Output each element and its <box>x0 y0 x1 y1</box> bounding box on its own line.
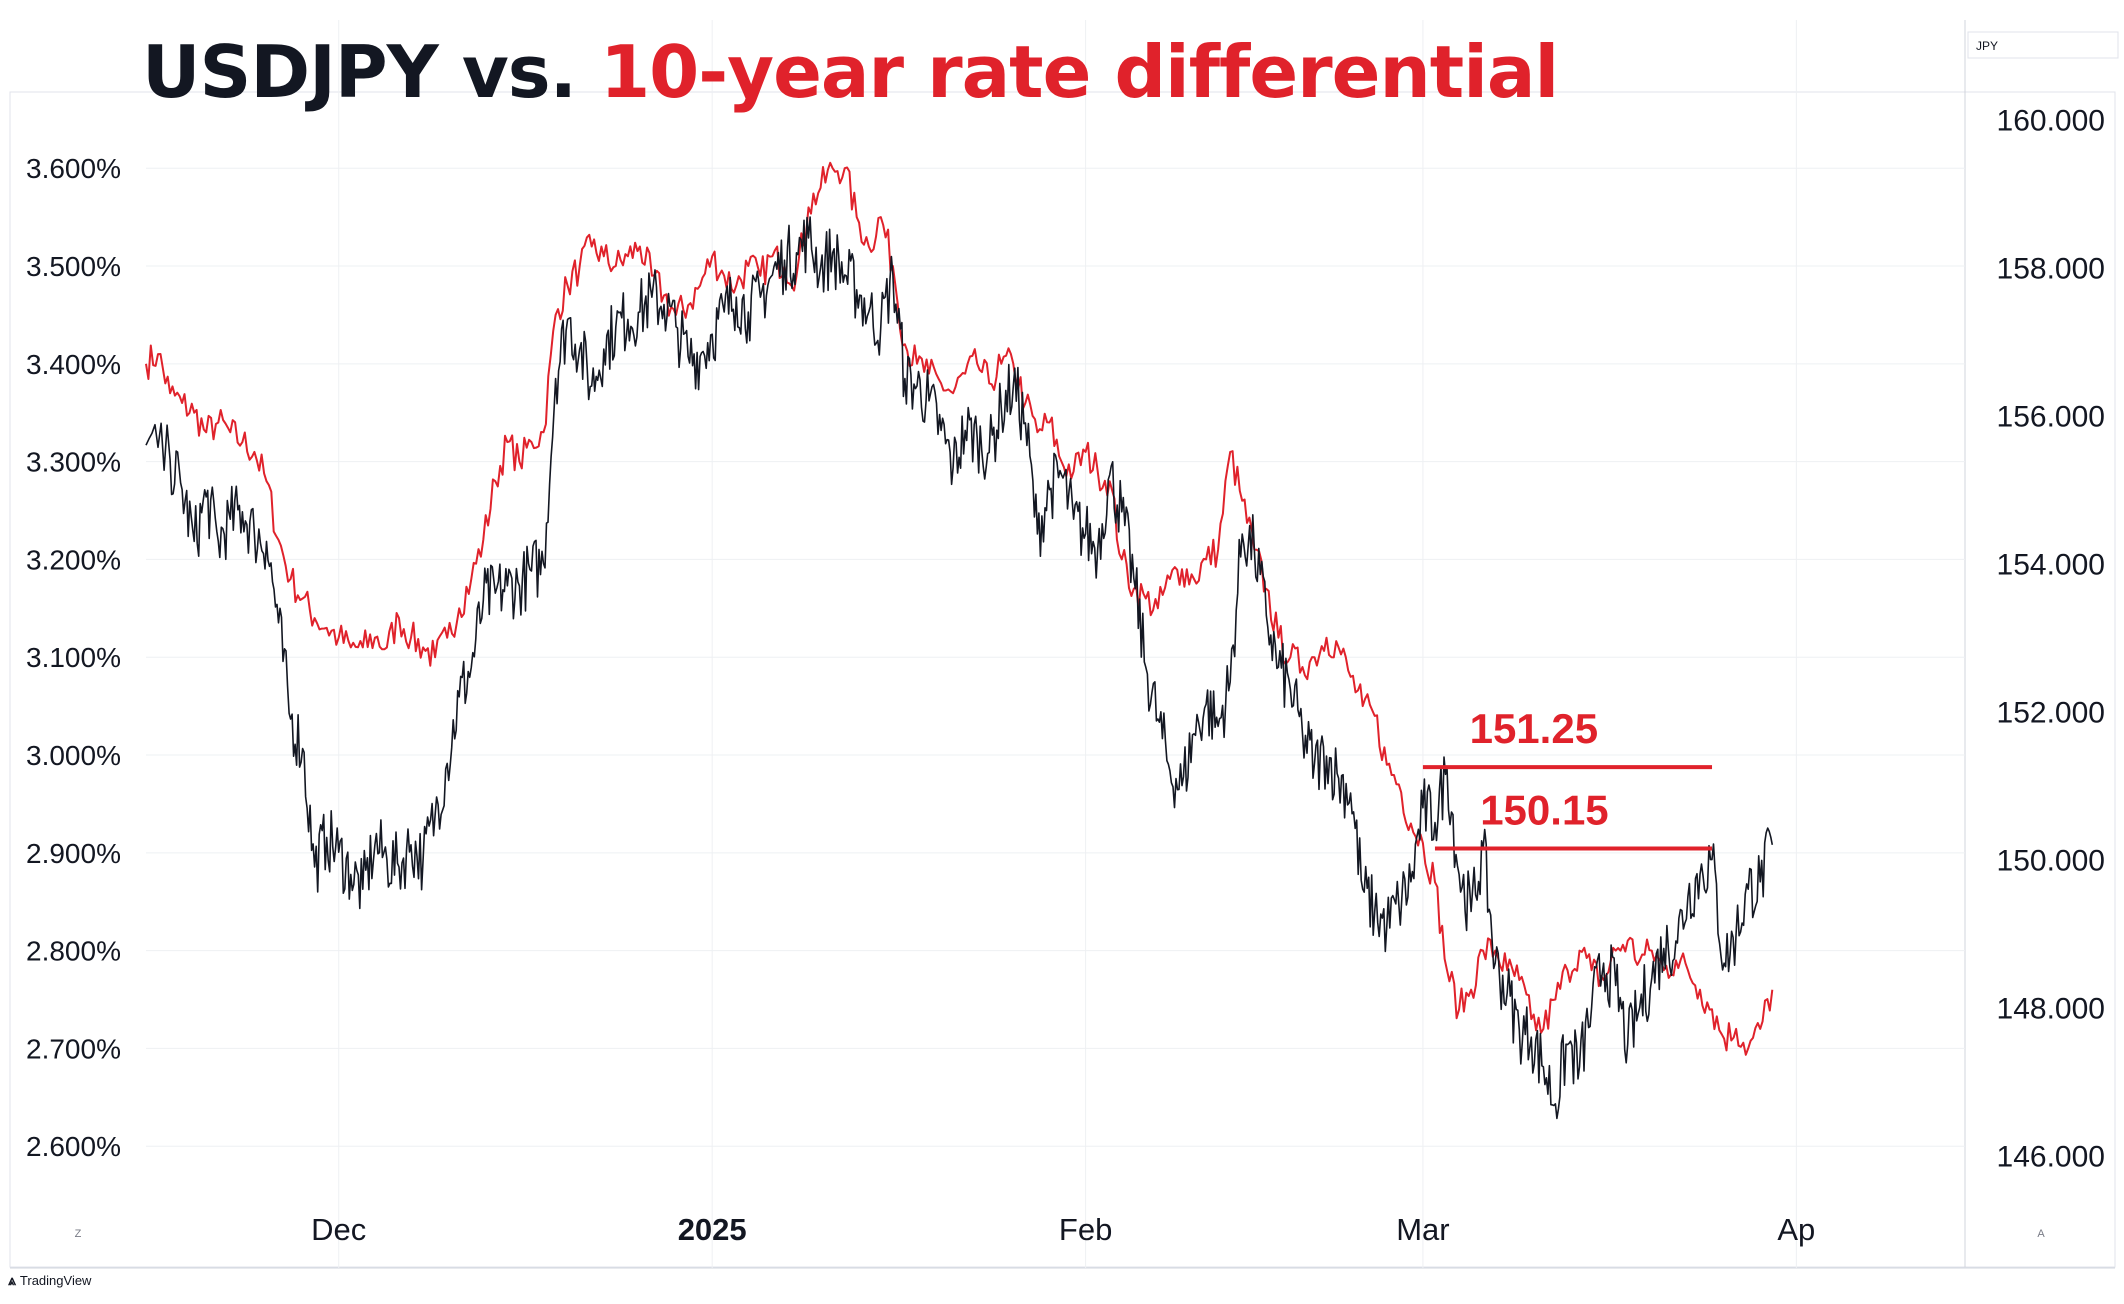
right-axis-tick-label: 150.000 <box>1997 845 2105 878</box>
left-axis-tick-label: 2.600% <box>26 1131 121 1162</box>
right-axis-tick-label: 160.000 <box>1997 105 2105 138</box>
currency-label: JPY <box>1976 39 1998 53</box>
tradingview-brand[interactable]: ⩓ TradingView <box>8 1272 91 1289</box>
right-axis-tick-label: 158.000 <box>1997 253 2105 286</box>
right-corner-marker: A <box>2037 1228 2045 1240</box>
right-axis-tick-label: 148.000 <box>1997 993 2105 1026</box>
left-axis-tick-label: 2.800% <box>26 936 121 967</box>
left-axis-tick-label: 3.500% <box>26 251 121 282</box>
left-axis-tick-label: 3.100% <box>26 642 121 673</box>
x-axis-tick-label: Dec <box>311 1212 366 1247</box>
left-axis-tick-label: 3.600% <box>26 153 121 184</box>
rate-differential-line <box>145 161 1774 1056</box>
left-axis-tick-label: 3.400% <box>26 349 121 380</box>
left-axis-tick-label: 3.000% <box>26 740 121 771</box>
right-axis-tick-label: 152.000 <box>1997 697 2105 730</box>
annotation-label: 150.15 <box>1480 787 1608 834</box>
left-corner-marker: Z <box>75 1228 82 1240</box>
tradingview-brand-text: TradingView <box>19 1273 92 1288</box>
tradingview-logo-icon: ⩓ <box>8 1272 16 1288</box>
x-axis-tick-label: Ap <box>1777 1212 1815 1247</box>
left-axis-tick-label: 2.900% <box>26 838 121 869</box>
left-axis-tick-label: 3.300% <box>26 447 121 478</box>
chart-title: USDJPY vs. 10-year rate differential <box>142 30 1559 114</box>
right-axis-tick-label: 146.000 <box>1997 1141 2105 1174</box>
annotation-label: 151.25 <box>1470 705 1598 752</box>
x-axis-tick-label: Feb <box>1059 1212 1112 1247</box>
currency-label-box <box>1967 31 2119 59</box>
chart-frame <box>9 91 2116 1268</box>
x-axis-tick-label: Mar <box>1396 1212 1449 1247</box>
x-axis-tick-label: 2025 <box>678 1212 747 1247</box>
right-axis-tick-label: 156.000 <box>1997 401 2105 434</box>
left-axis-tick-label: 3.200% <box>26 544 121 575</box>
chart-title-part1: USDJPY vs. <box>142 30 601 114</box>
left-axis-tick-label: 2.700% <box>26 1033 121 1064</box>
right-axis-tick-label: 154.000 <box>1997 549 2105 582</box>
usdjpy-line <box>145 216 1774 1120</box>
chart-title-part2: 10-year rate differential <box>600 30 1559 114</box>
